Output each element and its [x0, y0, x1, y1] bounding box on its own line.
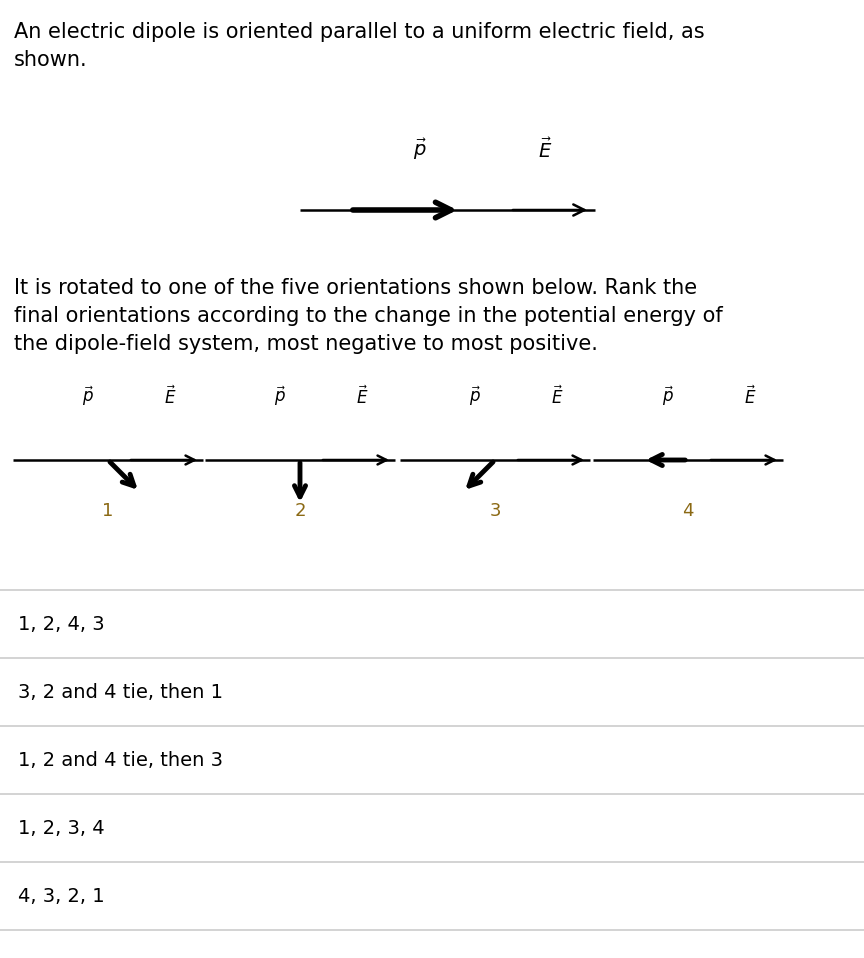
Text: $\vec{p}$: $\vec{p}$: [274, 384, 286, 408]
Text: $\vec{E}$: $\vec{E}$: [744, 385, 756, 408]
Text: $\vec{E}$: $\vec{E}$: [164, 385, 176, 408]
Text: 4, 3, 2, 1: 4, 3, 2, 1: [18, 886, 105, 905]
Text: 3: 3: [489, 502, 501, 520]
Text: $\vec{p}$: $\vec{p}$: [662, 384, 674, 408]
Text: 3, 2 and 4 tie, then 1: 3, 2 and 4 tie, then 1: [18, 682, 223, 701]
Text: 1, 2, 4, 3: 1, 2, 4, 3: [18, 614, 105, 633]
Text: 1: 1: [102, 502, 114, 520]
Text: An electric dipole is oriented parallel to a uniform electric field, as
shown.: An electric dipole is oriented parallel …: [14, 22, 705, 70]
Text: $\vec{p}$: $\vec{p}$: [413, 137, 427, 162]
Text: 1, 2 and 4 tie, then 3: 1, 2 and 4 tie, then 3: [18, 750, 223, 769]
Text: $\vec{p}$: $\vec{p}$: [82, 384, 94, 408]
Text: $\vec{E}$: $\vec{E}$: [550, 385, 563, 408]
Text: $\vec{E}$: $\vec{E}$: [538, 138, 552, 162]
Text: It is rotated to one of the five orientations shown below. Rank the
final orient: It is rotated to one of the five orienta…: [14, 278, 723, 354]
Text: $\vec{E}$: $\vec{E}$: [356, 385, 368, 408]
Text: 1, 2, 3, 4: 1, 2, 3, 4: [18, 818, 105, 837]
Text: 4: 4: [683, 502, 694, 520]
Text: 2: 2: [295, 502, 306, 520]
Text: $\vec{p}$: $\vec{p}$: [469, 384, 481, 408]
